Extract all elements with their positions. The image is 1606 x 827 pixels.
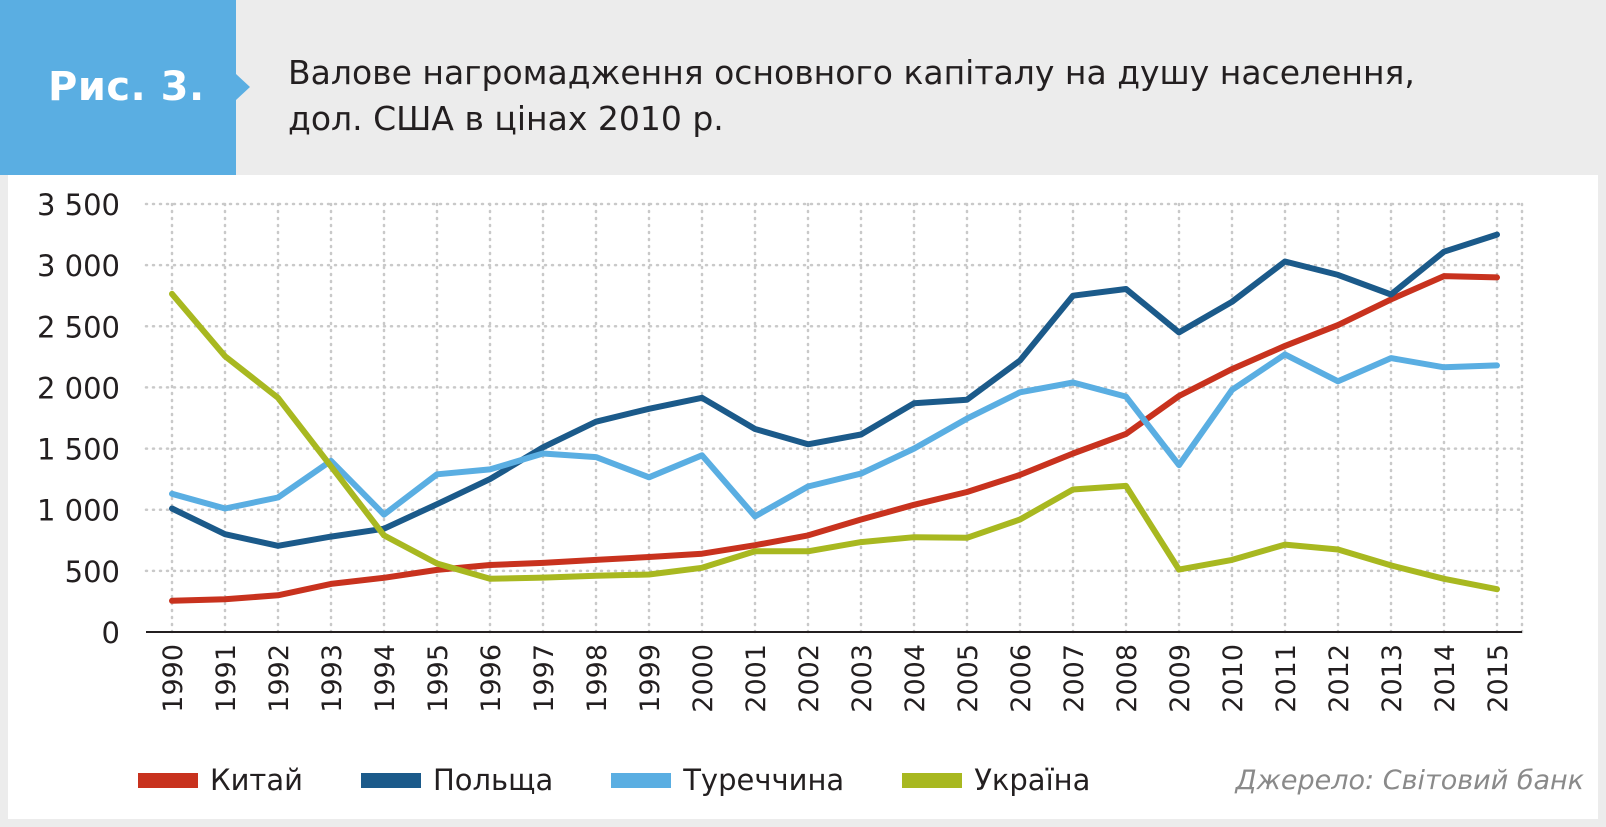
x-tick-label-1998: 1998	[582, 644, 613, 713]
x-tick-label-2014: 2014	[1430, 644, 1461, 713]
y-tick-label: 2 000	[37, 371, 120, 405]
y-tick-label: 3 000	[37, 249, 120, 283]
x-tick-label-2008: 2008	[1112, 644, 1143, 713]
legend-item-poland: Польща	[360, 763, 554, 797]
y-tick-label: 1 500	[37, 433, 120, 467]
legend-item-china: Китай	[138, 763, 303, 797]
chart-title-line-2: дол. США в цінах 2010 р.	[288, 99, 724, 138]
figure-number: Рис. 3.	[48, 64, 205, 110]
legend-swatch-turkey	[611, 772, 672, 788]
x-tick-label-2002: 2002	[794, 644, 825, 713]
legend-swatch-poland	[360, 772, 421, 788]
y-tick-label: 2 500	[37, 310, 120, 344]
x-tick-label-2001: 2001	[741, 644, 772, 713]
legend-label-ukraine: Україна	[974, 763, 1091, 797]
series-line-poland	[169, 231, 1500, 549]
y-tick-label: 0	[102, 616, 120, 650]
legend-swatch-china	[138, 772, 198, 788]
chart-title-line-1: Валове нагромадження основного капіталу …	[288, 53, 1415, 92]
y-tick-label: 3 500	[37, 188, 120, 222]
x-tick-label-2015: 2015	[1483, 644, 1514, 713]
series-line-turkey	[169, 351, 1500, 520]
x-tick-label-1990: 1990	[158, 644, 189, 713]
legend-item-ukraine: Україна	[902, 763, 1090, 797]
figure-badge: Рис. 3.	[0, 0, 250, 175]
x-tick-label-2012: 2012	[1324, 644, 1355, 713]
x-tick-label-1992: 1992	[264, 644, 295, 713]
chart-legend: Китай Польща Туреччина Україна	[138, 762, 1148, 798]
x-tick-label-2005: 2005	[953, 644, 984, 713]
x-tick-label-2011: 2011	[1271, 644, 1302, 713]
legend-label-poland: Польща	[432, 763, 554, 797]
x-tick-label-2010: 2010	[1218, 644, 1249, 713]
x-tick-label-1994: 1994	[370, 644, 401, 713]
series-line-china	[169, 273, 1500, 604]
x-tick-label-1991: 1991	[211, 644, 242, 713]
x-tick-label-2006: 2006	[1006, 644, 1037, 713]
legend-label-china: Китай	[210, 763, 303, 797]
x-tick-label-1993: 1993	[317, 644, 348, 713]
x-tick-label-2009: 2009	[1165, 644, 1196, 713]
x-tick-label-1997: 1997	[529, 644, 560, 713]
badge-shape	[0, 0, 250, 175]
series-line-ukraine	[169, 290, 1500, 593]
x-tick-label-1996: 1996	[476, 644, 507, 713]
legend-swatch-ukraine	[902, 772, 963, 788]
chart-title: Валове нагромадження основного капіталу …	[288, 50, 1538, 142]
x-tick-label-1995: 1995	[423, 644, 454, 713]
x-tick-label-2004: 2004	[900, 644, 931, 713]
x-tick-label-2007: 2007	[1059, 644, 1090, 713]
y-tick-label: 500	[65, 555, 120, 589]
x-tick-label-1999: 1999	[635, 644, 666, 713]
x-tick-label-2000: 2000	[688, 644, 719, 713]
figure-header: Рис. 3. Валове нагромадження основного к…	[0, 0, 1606, 175]
source-note: Джерело: Світовий банк	[1235, 765, 1585, 796]
legend-label-turkey: Туреччина	[683, 763, 845, 797]
y-tick-label: 1 000	[37, 494, 120, 528]
x-tick-label-2013: 2013	[1377, 644, 1408, 713]
x-tick-label-2003: 2003	[847, 644, 878, 713]
legend-item-turkey: Туреччина	[611, 763, 844, 797]
